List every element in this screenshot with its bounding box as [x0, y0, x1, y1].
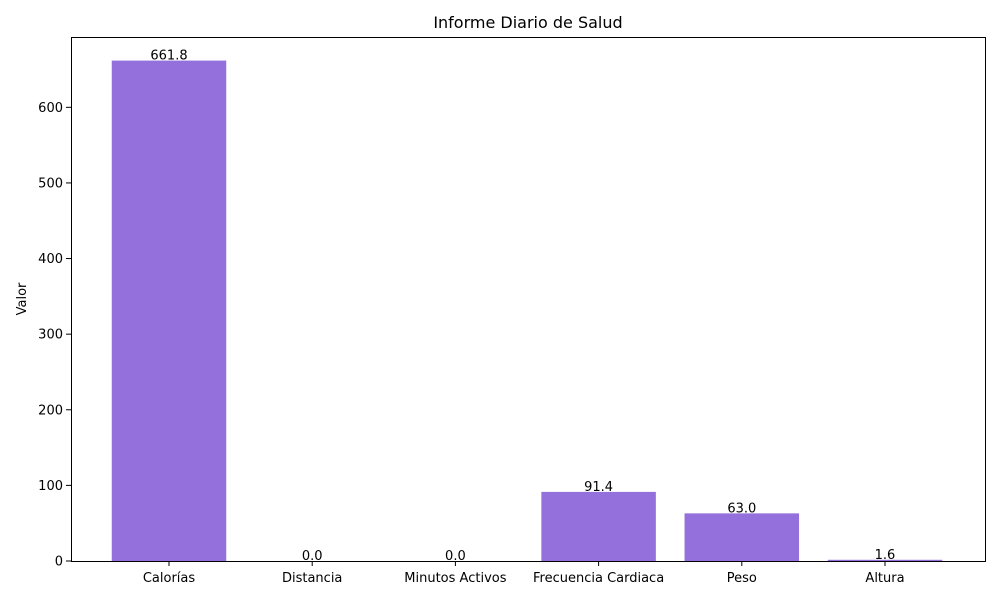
x-tick-label: Minutos Activos — [404, 571, 506, 586]
bar-frecuencia-cardiaca — [541, 491, 656, 561]
data-label-calorias: 661.8 — [150, 49, 187, 64]
x-tick-label: Altura — [865, 571, 904, 586]
chart-title: Informe Diario de Salud — [433, 13, 622, 32]
x-tick-label: Frecuencia Cardiaca — [533, 571, 664, 586]
bar-altura — [827, 559, 943, 561]
data-labels-group: 661.8 0.0 0.0 91.4 63.0 1.6 — [150, 49, 895, 564]
x-tick-label: Calorías — [143, 571, 196, 586]
bar-peso — [684, 513, 800, 561]
bars-group — [111, 60, 943, 562]
y-tick-label: 400 — [38, 252, 63, 267]
data-label-peso: 63.0 — [727, 501, 756, 516]
bar-calorias — [111, 60, 227, 562]
y-tick-label: 100 — [38, 479, 63, 494]
y-axis-label: Valor — [15, 282, 30, 315]
y-tick-label: 200 — [38, 403, 63, 418]
x-axis: Calorías Distancia Minutos Activos Frecuenc… — [143, 561, 905, 586]
y-tick-label: 500 — [38, 176, 63, 191]
x-tick-label: Distancia — [282, 571, 342, 586]
x-tick-label: Peso — [727, 571, 757, 586]
data-label-frecuencia-cardiaca: 91.4 — [584, 480, 613, 495]
plot-frame — [71, 37, 986, 562]
y-tick-label: 0 — [55, 555, 63, 570]
y-axis: 0 100 200 300 400 500 600 — [38, 101, 71, 570]
data-label-distancia: 0.0 — [302, 549, 323, 564]
data-label-altura: 1.6 — [875, 548, 896, 563]
y-tick-label: 600 — [38, 101, 63, 116]
data-label-minutos-activos: 0.0 — [445, 549, 466, 564]
y-tick-label: 300 — [38, 328, 63, 343]
